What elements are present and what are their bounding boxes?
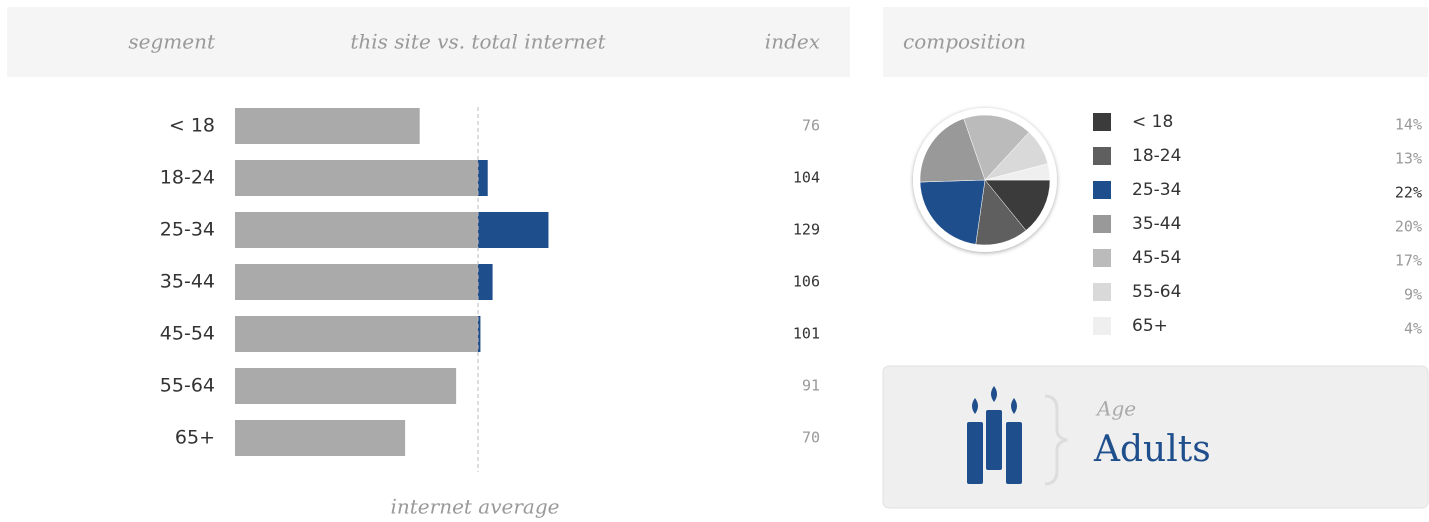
legend-label: 45-54 <box>1132 248 1181 268</box>
legend-percent: 22% <box>1395 184 1422 202</box>
index-value: 70 <box>802 429 820 447</box>
candles-icon <box>967 386 1022 484</box>
legend-swatch <box>1093 317 1111 335</box>
header-bar <box>7 7 850 77</box>
brace <box>1044 394 1068 486</box>
legend-label: 55-64 <box>1132 282 1181 302</box>
pie-slice <box>919 118 986 183</box>
legend-label: 18-24 <box>1132 146 1181 166</box>
pie-slice <box>984 179 1051 231</box>
segment-label: < 18 <box>169 115 215 137</box>
legend-percent: 14% <box>1395 116 1422 134</box>
legend-label: 25-34 <box>1132 180 1181 200</box>
legend-swatch <box>1093 147 1111 165</box>
pie-slice <box>963 114 1030 181</box>
segment-label: 18-24 <box>160 167 215 189</box>
card-label: Age <box>1095 397 1136 421</box>
bar-excess <box>478 160 488 196</box>
bar <box>235 368 457 404</box>
bar-excess <box>478 316 481 352</box>
legend-label: < 18 <box>1132 112 1173 132</box>
pie-slice <box>984 163 1051 181</box>
segment-label: 45-54 <box>160 323 215 345</box>
index-value: 101 <box>793 325 820 343</box>
legend-percent: 17% <box>1395 252 1422 270</box>
index-value: 104 <box>793 169 820 187</box>
segment-label: 65+ <box>175 427 215 449</box>
legend-percent: 4% <box>1404 320 1422 338</box>
column-header: composition <box>903 30 1026 54</box>
legend-swatch <box>1093 283 1111 301</box>
legend-swatch <box>1093 181 1111 199</box>
legend-percent: 13% <box>1395 150 1422 168</box>
segment-label: 55-64 <box>160 375 215 397</box>
legend-swatch <box>1093 113 1111 131</box>
bar-excess <box>478 212 549 248</box>
legend-swatch <box>1093 215 1111 233</box>
bar <box>235 264 478 300</box>
legend-label: 35-44 <box>1132 214 1181 234</box>
average-label: internet average <box>390 495 559 519</box>
bar <box>235 108 420 144</box>
bar <box>235 420 406 456</box>
bar <box>235 316 478 352</box>
header-bar <box>883 7 1428 77</box>
column-header: segment <box>128 30 216 54</box>
legend-percent: 20% <box>1395 218 1422 236</box>
index-value: 91 <box>802 377 820 395</box>
legend-percent: 9% <box>1404 286 1422 304</box>
column-header: index <box>765 30 820 54</box>
column-header: this site vs. total internet <box>350 30 606 54</box>
legend-swatch <box>1093 249 1111 267</box>
index-value: 129 <box>793 221 820 239</box>
card-value: Adults <box>1093 429 1211 470</box>
bar-excess <box>478 264 493 300</box>
pie-slice <box>919 179 986 245</box>
index-value: 106 <box>793 273 820 291</box>
index-value: 76 <box>802 117 820 135</box>
segment-label: 35-44 <box>160 271 215 293</box>
legend-label: 65+ <box>1132 316 1168 336</box>
bar <box>235 212 478 248</box>
segment-label: 25-34 <box>160 219 215 241</box>
bar <box>235 160 478 196</box>
